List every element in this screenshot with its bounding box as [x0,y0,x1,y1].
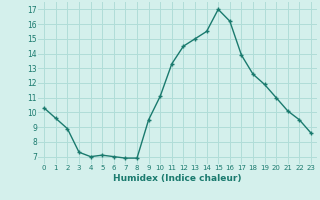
X-axis label: Humidex (Indice chaleur): Humidex (Indice chaleur) [113,174,242,183]
